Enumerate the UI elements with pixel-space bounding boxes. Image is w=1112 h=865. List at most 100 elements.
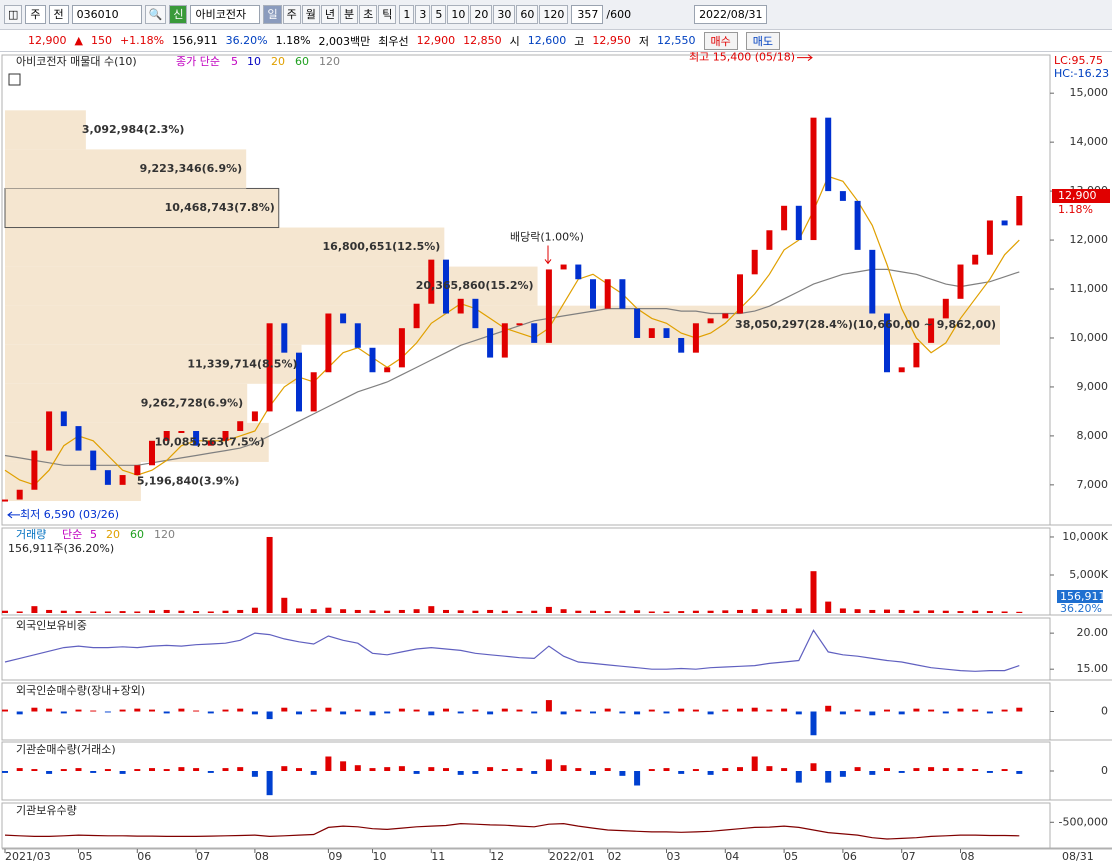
panel-title: 기관순매수량(거래소) xyxy=(16,743,116,756)
candle xyxy=(472,298,479,329)
y-tick-label: -500,000 xyxy=(1059,815,1108,828)
interval-button[interactable]: 초 xyxy=(359,5,378,24)
net-bar xyxy=(1016,771,1023,774)
arrow: ▲ xyxy=(74,34,83,47)
candle xyxy=(590,279,596,309)
net-bar xyxy=(237,708,244,712)
net-bar xyxy=(737,767,743,771)
buy-button[interactable]: 매수 xyxy=(703,31,738,50)
open: 12,600 xyxy=(527,34,567,47)
net-bar xyxy=(957,768,964,771)
y-tick-label: 10,000K xyxy=(1062,530,1108,543)
count-button[interactable]: 1 xyxy=(399,5,415,24)
net-bar xyxy=(942,768,949,771)
net-bar xyxy=(928,709,935,712)
net-bar xyxy=(413,709,420,712)
net-bar xyxy=(134,708,141,712)
volume-profile-label: 9,262,728(6.9%) xyxy=(141,396,244,409)
volume-bar xyxy=(472,610,479,613)
net-bar xyxy=(369,711,376,716)
volume-profile-bar xyxy=(5,227,445,267)
net-bar xyxy=(648,709,655,712)
ma-legend: 120 xyxy=(319,55,340,68)
volume-bar xyxy=(207,611,214,613)
x-tick-label: 09 xyxy=(328,850,342,863)
interval-button[interactable]: 분 xyxy=(339,5,359,24)
net-bar xyxy=(384,711,391,714)
count-button[interactable]: 20 xyxy=(470,5,493,24)
y-tick-label: 10,000 xyxy=(1070,331,1109,344)
open-label: 시 xyxy=(509,34,520,48)
net-bar xyxy=(1001,769,1008,771)
prev-select[interactable]: 전 xyxy=(48,5,69,24)
count-button[interactable]: 3 xyxy=(415,5,431,24)
volume-bar xyxy=(119,611,126,613)
net-bar xyxy=(663,768,670,771)
volume-bar xyxy=(604,611,611,613)
bars-input[interactable]: 357 xyxy=(571,5,604,24)
net-bar xyxy=(413,771,420,774)
candle xyxy=(163,431,170,441)
net-bar xyxy=(531,771,538,774)
net-bar xyxy=(222,768,229,771)
low: 12,550 xyxy=(657,34,696,47)
volume-bar xyxy=(428,606,435,613)
volume-bar xyxy=(325,607,332,613)
volume-bar xyxy=(634,610,641,613)
candle xyxy=(634,308,641,338)
candle xyxy=(942,298,949,319)
volume-bar xyxy=(898,609,905,613)
candle xyxy=(207,440,214,446)
count-button[interactable]: 60 xyxy=(516,5,539,24)
count-button[interactable]: 120 xyxy=(539,5,569,24)
candle xyxy=(222,431,229,441)
net-bar xyxy=(104,769,111,771)
code-input[interactable]: 036010 xyxy=(71,5,142,24)
count-button[interactable]: 10 xyxy=(447,5,470,24)
ma-legend: 10 xyxy=(247,55,261,68)
panel-title: 156,911주(36.20%) xyxy=(8,542,114,555)
interval-button[interactable]: 년 xyxy=(320,5,339,24)
net-bar xyxy=(560,711,567,715)
sell-button[interactable]: 매도 xyxy=(745,31,781,50)
count-button[interactable]: 5 xyxy=(431,5,447,24)
candle xyxy=(795,205,802,241)
volume-profile-bar xyxy=(5,344,302,384)
interval-button[interactable]: 주 xyxy=(282,5,301,24)
ma-legend: 60 xyxy=(295,55,309,68)
volume-bar xyxy=(46,609,53,613)
net-bar xyxy=(516,709,523,712)
interval-button[interactable]: 일 xyxy=(263,5,282,24)
calendar-icon xyxy=(8,73,21,86)
candle xyxy=(60,411,67,427)
high-note: 최고 15,400 (05/18) xyxy=(689,52,795,64)
net-bar xyxy=(707,771,714,775)
net-bar xyxy=(1016,707,1023,712)
candle xyxy=(648,328,655,338)
net-bar xyxy=(898,711,905,715)
panel-frame xyxy=(1,682,1051,741)
period-select[interactable]: 주 xyxy=(25,5,46,24)
volume-profile-label: 38,050,297(28.4%)(10,660,00 ~ 9,862,00) xyxy=(735,318,996,331)
interval-button[interactable]: 틱 xyxy=(378,5,397,24)
search-button[interactable]: 🔍 xyxy=(144,5,167,24)
net-bar xyxy=(590,711,596,714)
date-input[interactable]: 2022/08/31 xyxy=(694,5,768,24)
x-tick-label: 05 xyxy=(79,850,93,863)
menu-button[interactable]: ◫ xyxy=(4,5,23,24)
net-bar xyxy=(325,756,332,771)
x-tick-label: 08 xyxy=(255,850,269,863)
candle xyxy=(104,470,111,485)
net-bar xyxy=(237,767,244,771)
hc-label: HC:-16.23 xyxy=(1054,67,1109,80)
interval-button[interactable]: 월 xyxy=(301,5,320,24)
count-button[interactable]: 30 xyxy=(493,5,516,24)
candle xyxy=(516,323,523,326)
change: 150 xyxy=(90,34,112,47)
net-bar xyxy=(913,768,920,771)
candle xyxy=(854,200,861,250)
x-tick-label: 05 xyxy=(784,850,798,863)
net-bar xyxy=(193,768,200,771)
net-bar xyxy=(751,756,758,771)
net-bar xyxy=(60,711,67,714)
